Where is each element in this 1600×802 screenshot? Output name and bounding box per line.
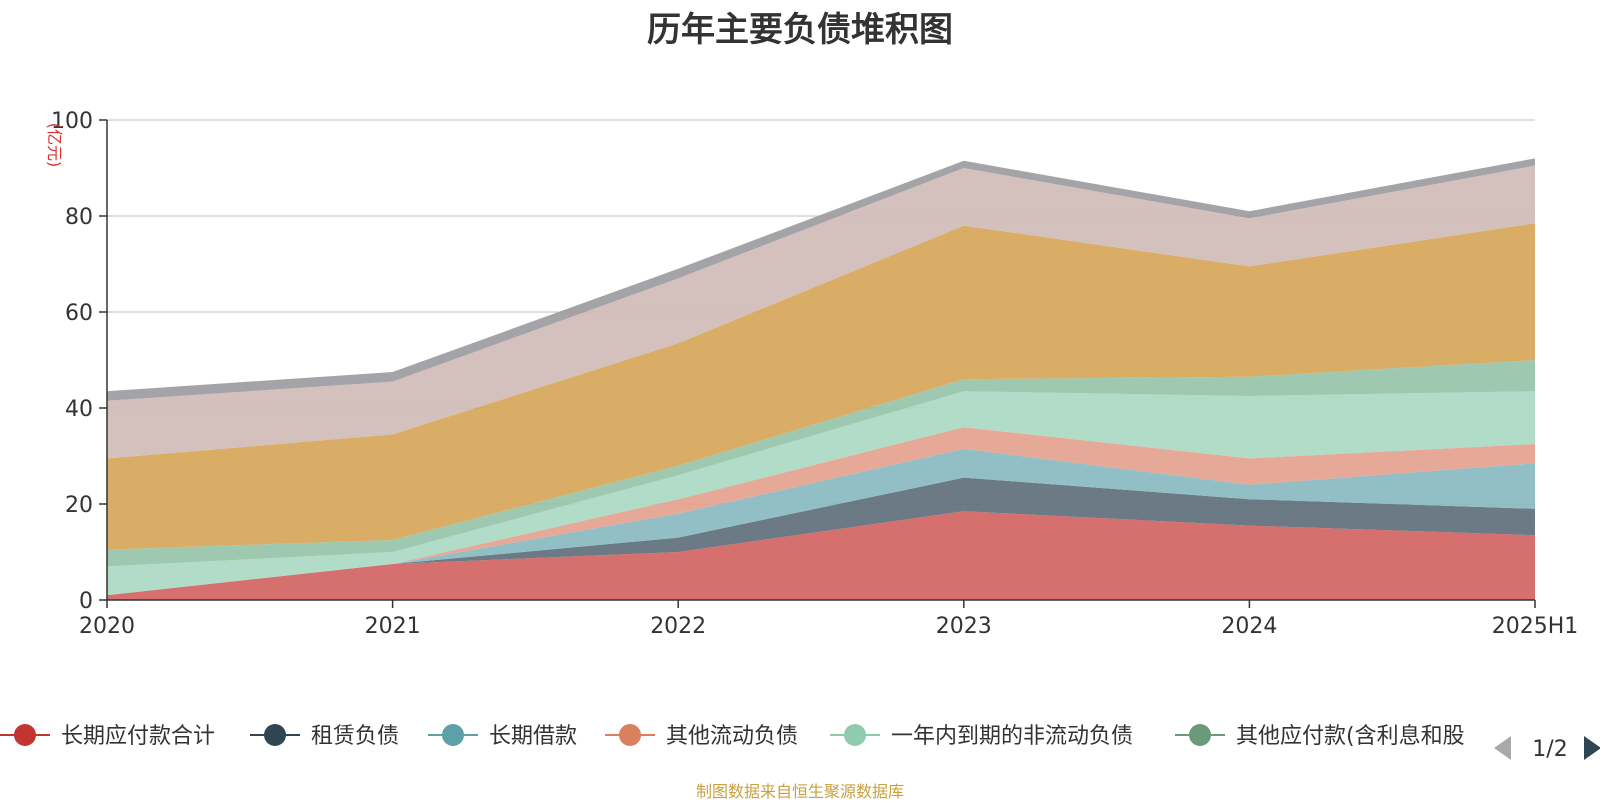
legend-item[interactable]: 其他应付款(含利息和股 [1175, 724, 1465, 749]
x-tick-label: 2024 [1221, 614, 1277, 639]
legend-dot-icon [442, 724, 464, 746]
y-tick-label: 20 [65, 493, 93, 518]
x-tick-label: 2023 [936, 614, 992, 639]
chart-title: 历年主要负债堆积图 [647, 10, 953, 50]
legend-dot-icon [619, 724, 641, 746]
area-series-8 [107, 165, 1535, 459]
x-tick-label: 2025H1 [1492, 614, 1579, 639]
axes: 0 20 40 60 80 100 2020 2021 2022 2023 2024 2025H1 [51, 109, 1578, 639]
legend-label: 长期应付款合计 [61, 724, 215, 749]
legend-dot-icon [14, 724, 36, 746]
y-tick-label: 40 [65, 397, 93, 422]
y-tick-label: 0 [79, 589, 93, 614]
legend-dot-icon [264, 724, 286, 746]
legend-item[interactable]: 租赁负债 [250, 724, 399, 749]
stacked-areas [107, 158, 1535, 600]
x-tick-label: 2020 [79, 614, 135, 639]
legend-item[interactable]: 长期借款 [428, 724, 577, 749]
legend-label: 租赁负债 [311, 724, 399, 749]
legend-item[interactable]: 长期应付款合计 [0, 724, 215, 749]
x-tick-label: 2022 [650, 614, 706, 639]
area-series-6 [107, 360, 1535, 567]
y-axis-unit-label: (亿元) [45, 123, 64, 168]
legend-label: 其他流动负债 [666, 724, 798, 749]
y-tick-label: 100 [51, 109, 93, 134]
y-tick-label: 60 [65, 301, 93, 326]
area-series-5 [107, 391, 1535, 596]
legend-dot-icon [1189, 724, 1211, 746]
area-series-7 [107, 223, 1535, 550]
legend-label: 其他应付款(含利息和股 [1236, 724, 1465, 749]
area-series-4 [107, 427, 1535, 596]
legend-label: 一年内到期的非流动负债 [891, 724, 1133, 749]
legend-prev-arrow-icon[interactable] [1494, 736, 1511, 760]
area-series-1 [107, 511, 1535, 600]
legend-item[interactable]: 其他流动负债 [605, 724, 798, 749]
legend-page-indicator: 1/2 [1532, 737, 1567, 762]
source-note: 制图数据来自恒生聚源数据库 [695, 782, 904, 801]
legend-pager: 1/2 [1494, 736, 1600, 762]
legend-dot-icon [844, 724, 866, 746]
area-series-3 [107, 448, 1535, 596]
legend: 长期应付款合计 租赁负债 长期借款 其他流动负债 一年内到期的非流动负债 其他应付款(含利… [0, 724, 1465, 749]
legend-next-arrow-icon[interactable] [1584, 736, 1600, 760]
area-series-2 [107, 477, 1535, 596]
legend-label: 长期借款 [489, 724, 577, 749]
legend-item[interactable]: 一年内到期的非流动负债 [830, 724, 1133, 749]
y-tick-label: 80 [65, 205, 93, 230]
x-tick-label: 2021 [365, 614, 421, 639]
